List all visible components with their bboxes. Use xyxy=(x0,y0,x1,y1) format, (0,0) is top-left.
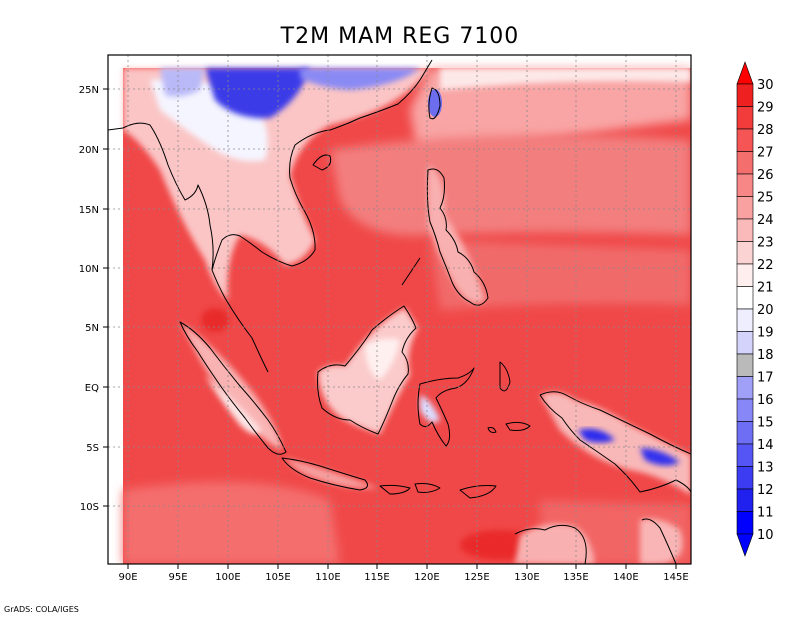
lon-tick-label: 115E xyxy=(364,572,389,583)
lat-tick-labels: 25N 20N 15N 10N 5N EQ 5S 10S xyxy=(79,85,99,513)
lon-tick-label: 100E xyxy=(215,572,240,583)
lat-tick-label: EQ xyxy=(85,383,99,394)
axis-ticks xyxy=(103,88,677,569)
lon-tick-label: 130E xyxy=(514,572,539,583)
colorbar-swatch xyxy=(736,173,754,197)
colorbar-label: 29 xyxy=(757,101,774,116)
colorbar-label: 15 xyxy=(757,416,774,431)
lon-tick-labels: 90E 95E 100E 105E 110E 115E 120E 125E 13… xyxy=(118,572,688,583)
colorbar-swatch xyxy=(736,241,754,265)
lat-tick-label: 10S xyxy=(80,502,99,513)
lon-tick-label: 105E xyxy=(265,572,290,583)
colorbar-swatch xyxy=(736,196,754,220)
colorbar-swatch xyxy=(736,443,754,467)
colorbar-bottom-arrow xyxy=(736,533,754,557)
colorbar-swatch xyxy=(736,511,754,535)
lon-tick-label: 110E xyxy=(315,572,340,583)
colorbar-swatch xyxy=(736,263,754,287)
lat-tick-label: 5N xyxy=(85,323,99,334)
colorbar-label: 13 xyxy=(757,461,774,476)
colorbar-label: 12 xyxy=(757,483,774,498)
colorbar-label: 22 xyxy=(757,258,774,273)
lon-tick-label: 125E xyxy=(464,572,489,583)
colorbar-swatch xyxy=(736,466,754,490)
plot-title: T2M MAM REG 7100 xyxy=(280,24,520,49)
graticule xyxy=(108,55,691,564)
colorbar-label: 11 xyxy=(757,506,774,521)
lat-tick-label: 15N xyxy=(79,205,99,216)
colorbar-swatch xyxy=(736,376,754,400)
lat-tick-label: 25N xyxy=(79,85,99,96)
colorbar-label: 23 xyxy=(757,236,774,251)
coastlines xyxy=(108,59,691,564)
lon-tick-label: 95E xyxy=(168,572,187,583)
colorbar-swatch xyxy=(736,398,754,422)
colorbar-label: 21 xyxy=(757,281,774,296)
colorbar-label: 10 xyxy=(757,528,774,543)
colorbar-swatch xyxy=(736,308,754,332)
lon-tick-label: 145E xyxy=(663,572,688,583)
colorbar-swatch xyxy=(736,83,754,107)
colorbar-label: 25 xyxy=(757,191,774,206)
colorbar-swatch xyxy=(736,106,754,130)
colorbar-label: 19 xyxy=(757,326,774,341)
lon-tick-label: 90E xyxy=(118,572,137,583)
colorbar-label: 20 xyxy=(757,303,774,318)
lat-tick-label: 10N xyxy=(79,264,99,275)
colorbar-label: 14 xyxy=(757,438,774,453)
colorbar-label: 30 xyxy=(757,78,774,93)
colorbar: 30 29 28 27 26 25 24 23 22 21 20 19 18 17 16 15 14 13 12 11… xyxy=(736,61,774,557)
colorbar-swatch xyxy=(736,218,754,242)
colorbar-label: 16 xyxy=(757,393,774,408)
colorbar-label: 18 xyxy=(757,348,774,363)
colorbar-label: 17 xyxy=(757,371,774,386)
temperature-map xyxy=(108,55,691,564)
map-frame xyxy=(107,54,692,565)
colorbar-label: 26 xyxy=(757,168,774,183)
colorbar-swatch xyxy=(736,353,754,377)
colorbar-swatch xyxy=(736,151,754,175)
colorbar-swatch xyxy=(736,128,754,152)
grads-credit: GrADS: COLA/IGES xyxy=(4,605,79,614)
colorbar-label: 24 xyxy=(757,213,774,228)
lon-tick-label: 135E xyxy=(563,572,588,583)
lon-tick-label: 140E xyxy=(613,572,638,583)
colorbar-swatch xyxy=(736,286,754,310)
lon-tick-label: 120E xyxy=(414,572,439,583)
lat-tick-label: 5S xyxy=(86,443,99,454)
colorbar-swatch xyxy=(736,421,754,445)
colorbar-swatch xyxy=(736,331,754,355)
colorbar-swatch xyxy=(736,488,754,512)
colorbar-label: 28 xyxy=(757,123,774,138)
colorbar-label: 27 xyxy=(757,146,774,161)
colorbar-top-arrow xyxy=(736,61,754,85)
lat-tick-label: 20N xyxy=(79,145,99,156)
land-patches xyxy=(123,68,691,564)
